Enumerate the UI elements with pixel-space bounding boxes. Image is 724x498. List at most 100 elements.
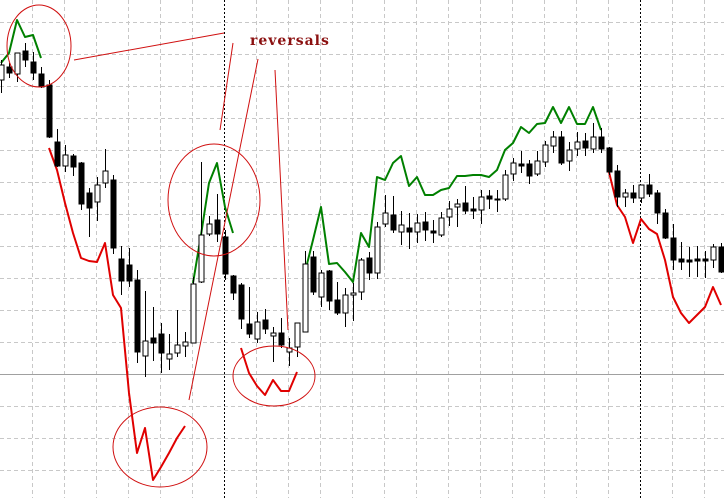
candle-body [46, 84, 53, 138]
candle-body [246, 323, 253, 335]
trend-line-down [48, 147, 186, 481]
candle-bullish [318, 270, 325, 307]
candle-bearish [86, 188, 93, 237]
candle-bullish [62, 145, 69, 172]
candle-body [166, 353, 173, 360]
candle-bearish [470, 197, 477, 219]
candle-bearish [278, 318, 285, 348]
candle-bearish [654, 190, 661, 224]
reversal-circle-top-left [6, 4, 72, 88]
candle-body [694, 258, 701, 262]
candle-body [270, 332, 277, 337]
candles [0, 43, 724, 377]
candle-bearish [150, 307, 157, 361]
candle-bullish [398, 211, 405, 245]
candle-bullish [590, 123, 597, 153]
candle-bullish [438, 212, 445, 237]
candle-body [678, 258, 685, 263]
candle-body [566, 149, 573, 162]
candle-bullish [502, 170, 509, 201]
trend-line-up [304, 106, 602, 283]
candle-body [190, 283, 197, 344]
candle-body [126, 264, 133, 282]
candle-body [254, 321, 261, 340]
candle-body [718, 246, 724, 273]
candle-bullish [510, 158, 517, 181]
candle-body [502, 174, 509, 200]
candle-body [470, 208, 477, 212]
candle-body [230, 275, 237, 294]
candle-body [62, 154, 69, 167]
annotation-label: reversals [250, 33, 330, 49]
candle-bullish [382, 195, 389, 227]
candle-bearish [6, 63, 13, 78]
candle-bearish [462, 186, 469, 214]
candle-body [334, 299, 341, 314]
candle-bearish [518, 151, 525, 173]
candle-bearish [214, 194, 221, 242]
trend-line-down [240, 347, 298, 396]
annotations [6, 4, 316, 488]
candle-bullish [414, 214, 421, 243]
candle-body [38, 73, 45, 88]
candle-body [558, 136, 565, 164]
candle-body [358, 259, 365, 293]
candle-bearish [326, 270, 333, 310]
candle-bearish [78, 162, 85, 210]
candle-body [30, 61, 37, 74]
candle-bullish [254, 312, 261, 343]
candle-bullish [710, 244, 717, 268]
candle-bearish [110, 175, 117, 254]
candle-body [0, 64, 5, 81]
candle-bearish [678, 242, 685, 270]
candle-body [342, 294, 349, 314]
candle-body [238, 284, 245, 320]
candle-body [550, 136, 557, 147]
candle-body [486, 195, 493, 200]
candle-bullish [358, 258, 365, 300]
pointer-line-3 [188, 58, 259, 401]
candle-bearish [430, 220, 437, 243]
candle-body [150, 337, 157, 344]
candle-bullish [142, 291, 149, 377]
candle-bullish [454, 199, 461, 227]
candle-bullish [350, 283, 357, 321]
reversal-circle-middle [167, 143, 261, 257]
candle-body [622, 192, 629, 198]
candle-body [54, 141, 61, 167]
candle-body [422, 221, 429, 231]
candle-bearish [390, 196, 397, 233]
candle-body [382, 212, 389, 225]
candle-body [430, 230, 437, 234]
candle-bearish [118, 246, 125, 295]
candle-bearish [486, 190, 493, 209]
candle-body [350, 292, 357, 296]
candle-body [702, 258, 709, 262]
candle-body [510, 162, 517, 175]
candle-bearish [694, 246, 701, 277]
candle-bearish [334, 282, 341, 315]
candle-bullish [542, 141, 549, 167]
candle-body [222, 236, 229, 275]
candle-bearish [38, 67, 45, 88]
candle-body [6, 66, 13, 74]
candle-body [22, 50, 29, 61]
candle-bearish [614, 165, 621, 207]
candle-body [302, 263, 309, 333]
candle-bearish [230, 275, 237, 300]
candle-body [542, 144, 549, 163]
candle-bearish [686, 247, 693, 277]
candle-bullish [94, 177, 101, 221]
candle-bearish [126, 248, 133, 287]
candle-body [158, 333, 165, 354]
candle-body [582, 140, 589, 149]
candle-body [374, 226, 381, 274]
candle-bearish [606, 147, 613, 175]
candle-bullish [270, 327, 277, 362]
candle-bearish [30, 52, 37, 80]
candle-bearish [598, 128, 605, 153]
candle-body [462, 202, 469, 212]
candle-bearish [630, 185, 637, 203]
